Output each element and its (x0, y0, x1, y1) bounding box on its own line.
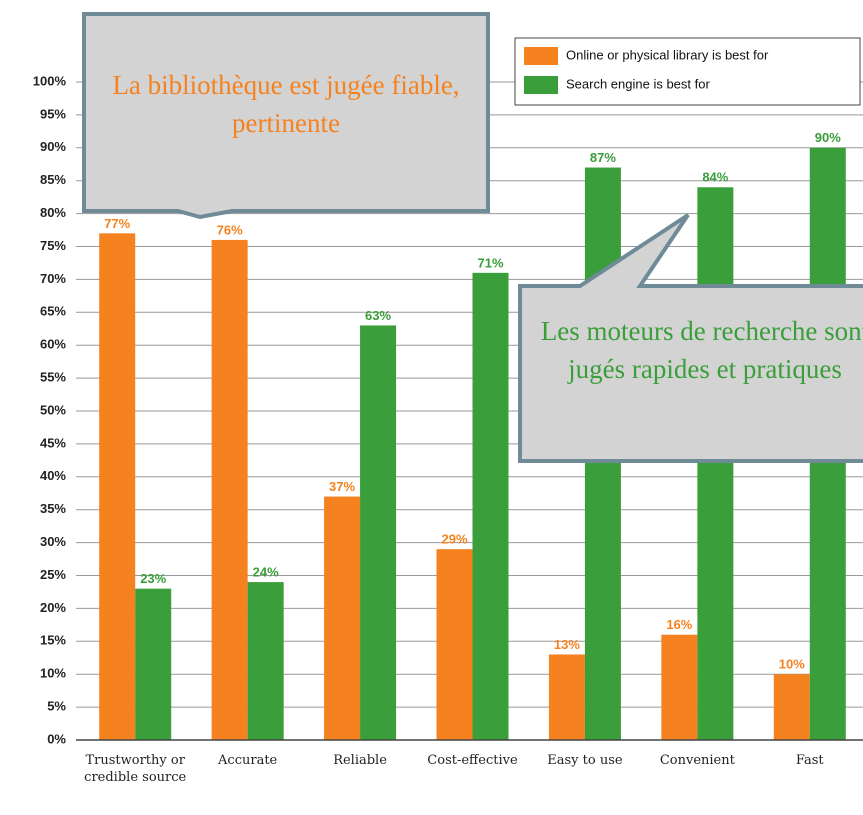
y-tick-label: 15% (40, 633, 66, 648)
y-tick-label: 20% (40, 600, 66, 615)
y-tick-label: 90% (40, 139, 66, 154)
bar (247, 582, 284, 740)
x-tick-label: Reliable (333, 753, 387, 768)
bar (360, 325, 397, 740)
bar (135, 588, 172, 740)
data-label: 37% (329, 479, 355, 494)
y-tick-label: 70% (40, 271, 66, 286)
y-tick-label: 85% (40, 172, 66, 187)
legend-swatch (524, 47, 558, 65)
callout-library (82, 12, 490, 220)
x-tick-label: Accurate (218, 753, 278, 768)
callout-text: La bibliothèque est jugée fiable, pertin… (112, 70, 460, 138)
y-tick-label: 95% (40, 106, 66, 121)
bar (99, 233, 136, 740)
legend-label: Online or physical library is best for (566, 47, 769, 62)
legend-swatch (524, 76, 558, 94)
y-tick-label: 50% (40, 402, 66, 417)
data-label: 29% (441, 532, 467, 547)
x-tick-label: Easy to use (547, 753, 623, 768)
bar (661, 634, 698, 740)
bar (697, 187, 734, 740)
y-tick-label: 55% (40, 370, 66, 385)
bar (548, 654, 585, 740)
y-tick-label: 40% (40, 468, 66, 483)
data-label: 24% (253, 565, 279, 580)
bar (773, 674, 810, 740)
callout-search (518, 213, 863, 463)
data-label: 87% (590, 150, 616, 165)
data-label: 71% (477, 255, 503, 270)
y-tick-label: 25% (40, 567, 66, 582)
data-label: 10% (779, 657, 805, 672)
x-tick-label: Trustworthy or credible source (84, 753, 187, 785)
data-label: 76% (217, 222, 243, 237)
y-tick-label: 35% (40, 501, 66, 516)
y-tick-label: 75% (40, 238, 66, 253)
y-tick-label: 65% (40, 304, 66, 319)
y-tick-label: 10% (40, 666, 66, 681)
y-tick-label: 0% (47, 731, 66, 746)
data-label: 63% (365, 308, 391, 323)
x-tick-label: Cost-effective (427, 753, 518, 768)
data-label: 16% (666, 617, 692, 632)
bar (324, 496, 361, 740)
callout-text: Les moteurs de recherche sont jugés rapi… (540, 316, 863, 384)
legend-box (514, 37, 861, 106)
data-label: 13% (554, 637, 580, 652)
data-label: 23% (140, 571, 166, 586)
y-tick-label: 45% (40, 435, 66, 450)
y-tick-label: 5% (47, 699, 66, 714)
bar (211, 239, 248, 741)
bar (436, 549, 473, 740)
x-tick-label: Fast (795, 753, 824, 768)
y-tick-label: 30% (40, 534, 66, 549)
y-tick-label: 100% (33, 73, 67, 88)
data-label: 90% (815, 130, 841, 145)
legend-label: Search engine is best for (566, 76, 710, 91)
x-tick-label: Convenient (659, 753, 735, 768)
y-tick-label: 80% (40, 205, 66, 220)
data-label: 84% (702, 170, 728, 185)
y-tick-label: 60% (40, 337, 66, 352)
data-label: 77% (104, 216, 130, 231)
bar (472, 272, 509, 740)
